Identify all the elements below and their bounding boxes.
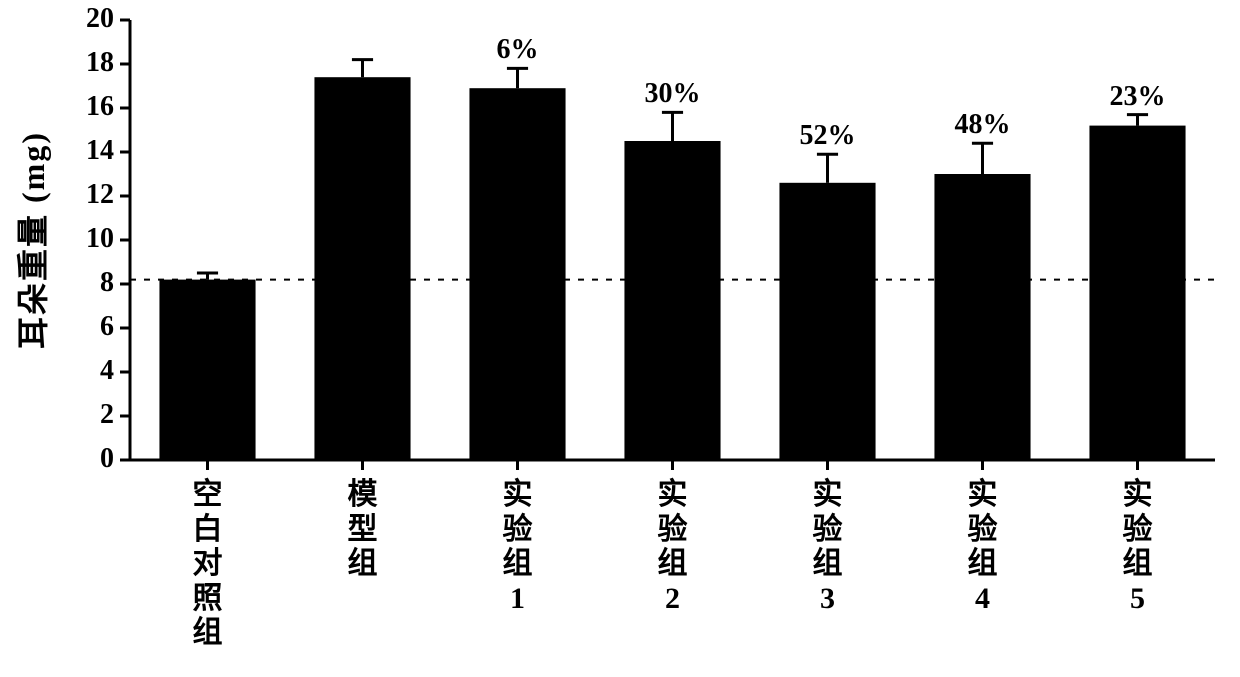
y-tick-label: 10 bbox=[86, 223, 114, 255]
x-category-label: 实验组4 bbox=[905, 478, 1060, 616]
y-tick-label: 16 bbox=[86, 91, 114, 123]
chart-container: 0 2 4 6 8 10 12 14 16 18 20 耳朵重量 (mg) 空白对照组模型组 6% 实验组1… bbox=[0, 0, 1240, 677]
y-tick-label: 12 bbox=[86, 179, 114, 211]
y-tick-label: 0 bbox=[100, 443, 114, 475]
bar-value-label: 48% bbox=[905, 109, 1060, 141]
bar-value-label: 52% bbox=[750, 120, 905, 152]
x-category-label: 实验组2 bbox=[595, 478, 750, 616]
x-category-label: 实验组3 bbox=[750, 478, 905, 616]
y-tick-label: 18 bbox=[86, 47, 114, 79]
y-axis-title: 耳朵重量 (mg) bbox=[8, 131, 54, 349]
y-tick-label: 2 bbox=[100, 399, 114, 431]
x-category-label: 空白对照组 bbox=[130, 478, 285, 651]
x-category-label: 实验组1 bbox=[440, 478, 595, 616]
bar-value-label: 23% bbox=[1060, 81, 1215, 113]
y-tick-label: 8 bbox=[100, 267, 114, 299]
bar-value-label: 6% bbox=[440, 34, 595, 66]
y-tick-label: 6 bbox=[100, 311, 114, 343]
y-tick-label: 20 bbox=[86, 3, 114, 35]
bar-value-label: 30% bbox=[595, 78, 750, 110]
y-tick-label: 14 bbox=[86, 135, 114, 167]
x-category-label: 实验组5 bbox=[1060, 478, 1215, 616]
x-category-label: 模型组 bbox=[285, 478, 440, 582]
y-tick-label: 4 bbox=[100, 355, 114, 387]
